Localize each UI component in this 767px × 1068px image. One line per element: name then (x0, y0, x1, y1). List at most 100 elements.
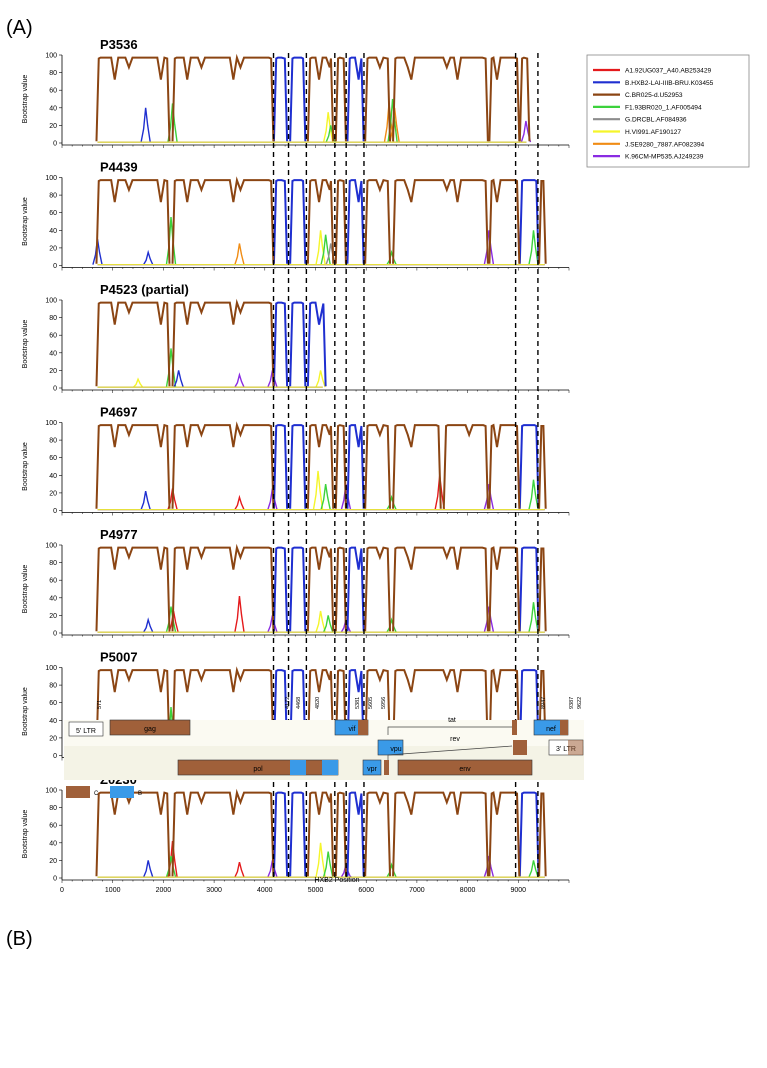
position-label: 9622 (577, 697, 583, 709)
minor-peak-H (132, 377, 144, 388)
tat-exon2 (512, 720, 517, 735)
series-B-segment (346, 424, 365, 509)
series-B-segment (518, 179, 540, 264)
key-swatch-b (110, 786, 134, 798)
series-B-segment (346, 669, 365, 754)
series-C-segment (364, 423, 392, 509)
series-C-segment (488, 546, 521, 632)
series-C-segment (538, 180, 547, 264)
series-C-segment (518, 56, 531, 142)
series-B-segment (272, 179, 289, 264)
series-C-segment (392, 424, 442, 509)
genome-map: 571 4172 4468 4820 5381 5605 5956 8947 9387 9622 5… (64, 697, 584, 798)
x-tick-label: 6000 (358, 887, 374, 894)
minor-peak-F (386, 862, 397, 878)
series-B-segment (289, 546, 307, 632)
series-C-segment (364, 178, 392, 264)
panel-p4439: 0 20 40 60 80 100 Bootstrap value P4439 (22, 160, 570, 271)
legend-label: J.SE9280_7887.AF082394 (625, 141, 705, 148)
minor-peak-B (140, 107, 151, 143)
series-C-segment (171, 176, 275, 264)
minor-peak-K (483, 606, 495, 633)
series-C-segment (364, 791, 392, 877)
series-B-segment (518, 791, 540, 877)
y-tick-label: 0 (53, 508, 57, 515)
panel-label: P4523 (partial) (100, 282, 189, 297)
minor-peak-F (165, 855, 177, 878)
y-tick-label: 80 (49, 560, 57, 567)
minor-peak-B (143, 249, 154, 265)
y-tick-label: 100 (45, 788, 57, 795)
y-tick-label: 80 (49, 438, 57, 445)
legend-label: A1.92UG037_A40.AB253429 (625, 68, 711, 75)
series-C-segment (364, 668, 392, 754)
series-C-segment (488, 423, 521, 509)
minor-peak-F (386, 249, 397, 265)
series-C-segment (538, 425, 547, 509)
y-tick-label: 60 (49, 455, 57, 462)
series-C-segment (171, 543, 275, 632)
x-axis-label: HXB2 Position (314, 877, 359, 884)
position-label: 4820 (315, 697, 321, 709)
x-tick-label: 2000 (156, 887, 172, 894)
series-C-segment (306, 56, 335, 142)
y-tick-label: 100 (45, 543, 57, 550)
series-C-segment (488, 668, 521, 754)
panel-p4977: 0 20 40 60 80 100 Bootstrap value P4977 (22, 527, 570, 638)
legend-label: F1.93BR020_1.AF005494 (625, 104, 702, 111)
pol-b-fragment (322, 760, 338, 775)
nef-c-fragment (560, 720, 568, 735)
legend-box (586, 54, 750, 168)
x-tick-label: 1000 (105, 887, 121, 894)
series-C-segment (306, 669, 335, 754)
legend-label: C.BR025-d.U52953 (625, 92, 683, 99)
x-tick-label: 9000 (511, 887, 527, 894)
series-C-segment (488, 178, 521, 264)
rev-connector (387, 745, 513, 760)
rev-exon2 (513, 740, 527, 755)
y-tick-label: 60 (49, 333, 57, 340)
series-C-segment (95, 668, 171, 754)
series-B-segment (346, 56, 365, 142)
minor-peak-K (483, 230, 495, 265)
gene-label-vpr: vpr (367, 766, 377, 773)
y-tick-label: 40 (49, 228, 57, 235)
series-B-segment (346, 546, 365, 632)
minor-peak-F (528, 860, 539, 878)
y-axis-label: Bootstrap value (22, 197, 29, 246)
series-B-segment (289, 424, 307, 509)
series-C-segment (334, 179, 347, 264)
minor-peak-F (386, 494, 397, 510)
series-B-segment (272, 669, 289, 754)
position-label: 5605 (368, 697, 374, 709)
x-tick-label: 4000 (257, 887, 273, 894)
y-tick-label: 80 (49, 805, 57, 812)
x-tick-label: 8000 (460, 887, 476, 894)
gene-label-gag: gag (144, 726, 156, 733)
rev-exon1 (384, 760, 389, 775)
series-B-segment (272, 546, 289, 632)
series-B-segment (272, 791, 289, 877)
y-axis-label: Bootstrap value (22, 687, 29, 736)
y-tick-label: 0 (53, 631, 57, 638)
minor-peak-J (234, 243, 245, 265)
gene-label-nef: nef (546, 726, 556, 733)
minor-peak-F (322, 615, 334, 633)
y-tick-label: 40 (49, 595, 57, 602)
series-B-segment (289, 791, 307, 877)
y-tick-label: 80 (49, 70, 57, 77)
series-C-segment (171, 53, 275, 142)
legend-label: K.96CM-MP535.AJ249239 (625, 154, 704, 161)
series-C-segment (306, 546, 335, 632)
series-C-segment (95, 546, 171, 632)
gene-label-env: env (459, 766, 471, 773)
minor-peak-H (322, 112, 334, 143)
minor-peak-F (528, 602, 539, 633)
minor-peak-H (312, 470, 324, 510)
series-C-segment (488, 56, 521, 142)
series-B-segment (518, 424, 540, 509)
panel-a-label: (A) (6, 17, 33, 39)
minor-peak-H (315, 610, 326, 633)
series-C-segment (306, 424, 335, 509)
